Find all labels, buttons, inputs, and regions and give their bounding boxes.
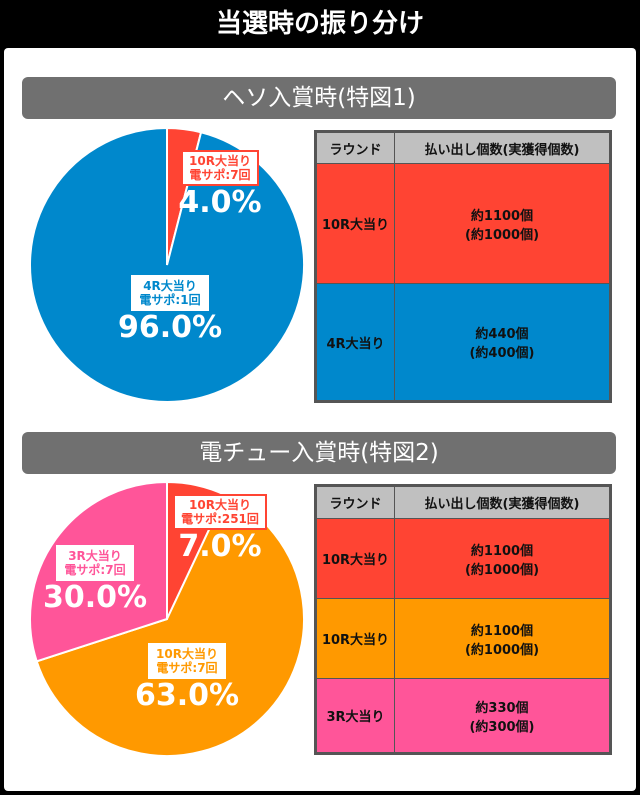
slice-label: 10R大当り: [189, 154, 251, 168]
pie-slice: [35, 493, 305, 757]
page-title: 当選時の振り分け: [215, 9, 424, 39]
slice-sub: 電サポ:251回: [181, 512, 259, 526]
table-row: 10R大当り 約1100個 (約1000個): [315, 598, 611, 679]
actual-text: (約1000個): [464, 227, 540, 243]
pie2-label-10r-251: 10R大当り 電サポ:251回 7.0%: [170, 494, 270, 564]
round-cell: 4R大当り: [315, 283, 395, 402]
table-row: 10R大当り 約1100個 (約1000個): [315, 163, 611, 284]
slice-percent: 30.0%: [42, 580, 148, 615]
actual-text: (約1000個): [464, 562, 540, 578]
slice-sub: 電サポ:7回: [156, 661, 218, 675]
payout-table-2: ラウンド 払い出し個数(実獲得個数) 10R大当り 約1100個 (約1000個) 10R…: [314, 484, 612, 755]
slice-label: 3R大当り: [68, 549, 122, 563]
payout-text: 約1100個: [470, 623, 534, 639]
table-row: 4R大当り 約440個 (約400個): [315, 283, 611, 402]
slice-percent: 63.0%: [134, 678, 240, 713]
payout-cell: 約440個 (約400個): [394, 283, 611, 402]
section-heading-1: ヘソ入賞時(特図1): [22, 77, 616, 119]
pie1-label-10r: 10R大当り 電サポ:7回 4.0%: [170, 150, 270, 220]
payout-text: 約330個: [475, 700, 529, 716]
actual-text: (約1000個): [464, 642, 540, 658]
round-cell: 3R大当り: [315, 678, 395, 754]
payout-text: 約1100個: [470, 543, 534, 559]
slice-sub: 電サポ:7回: [64, 563, 126, 577]
section-heading-2: 電チュー入賞時(特図2): [22, 432, 616, 474]
column-header: 払い出し個数(実獲得個数): [394, 131, 611, 164]
pie2-label-3r: 3R大当り 電サポ:7回 30.0%: [40, 545, 150, 615]
payout-cell: 約1100個 (約1000個): [394, 163, 611, 284]
pie1-label-4r: 4R大当り 電サポ:1回 96.0%: [100, 275, 240, 345]
slice-sub: 電サポ:7回: [189, 168, 251, 182]
slice-percent: 96.0%: [117, 310, 223, 345]
payout-text: 約1100個: [470, 208, 534, 224]
table-row: 3R大当り 約330個 (約300個): [315, 678, 611, 754]
slice-label: 4R大当り: [143, 279, 197, 293]
payout-cell: 約1100個 (約1000個): [394, 518, 611, 599]
table-row: 10R大当り 約1100個 (約1000個): [315, 518, 611, 599]
column-header: 払い出し個数(実獲得個数): [394, 485, 611, 519]
slice-label: 10R大当り: [156, 647, 218, 661]
column-header: ラウンド: [315, 485, 395, 519]
actual-text: (約300個): [469, 719, 535, 735]
slice-sub: 電サポ:1回: [139, 293, 201, 307]
slice-percent: 7.0%: [178, 529, 262, 564]
pie2-label-10r-7: 10R大当り 電サポ:7回 63.0%: [112, 643, 262, 713]
payout-cell: 約1100個 (約1000個): [394, 598, 611, 679]
actual-text: (約400個): [469, 346, 535, 361]
round-cell: 10R大当り: [315, 518, 395, 599]
slice-percent: 4.0%: [178, 185, 262, 220]
column-header: ラウンド: [315, 131, 395, 164]
payout-table-1: ラウンド 払い出し個数(実獲得個数) 10R大当り 約1100個 (約1000個) 4R大…: [314, 130, 612, 403]
pie-slice: [29, 126, 305, 403]
payout-cell: 約330個 (約300個): [394, 678, 611, 754]
round-cell: 10R大当り: [315, 598, 395, 679]
slice-label: 10R大当り: [189, 498, 251, 512]
table-header-row: ラウンド 払い出し個数(実獲得個数): [315, 485, 611, 519]
table-header-row: ラウンド 払い出し個数(実獲得個数): [315, 131, 611, 164]
round-cell: 10R大当り: [315, 163, 395, 284]
payout-text: 約440個: [475, 327, 529, 342]
